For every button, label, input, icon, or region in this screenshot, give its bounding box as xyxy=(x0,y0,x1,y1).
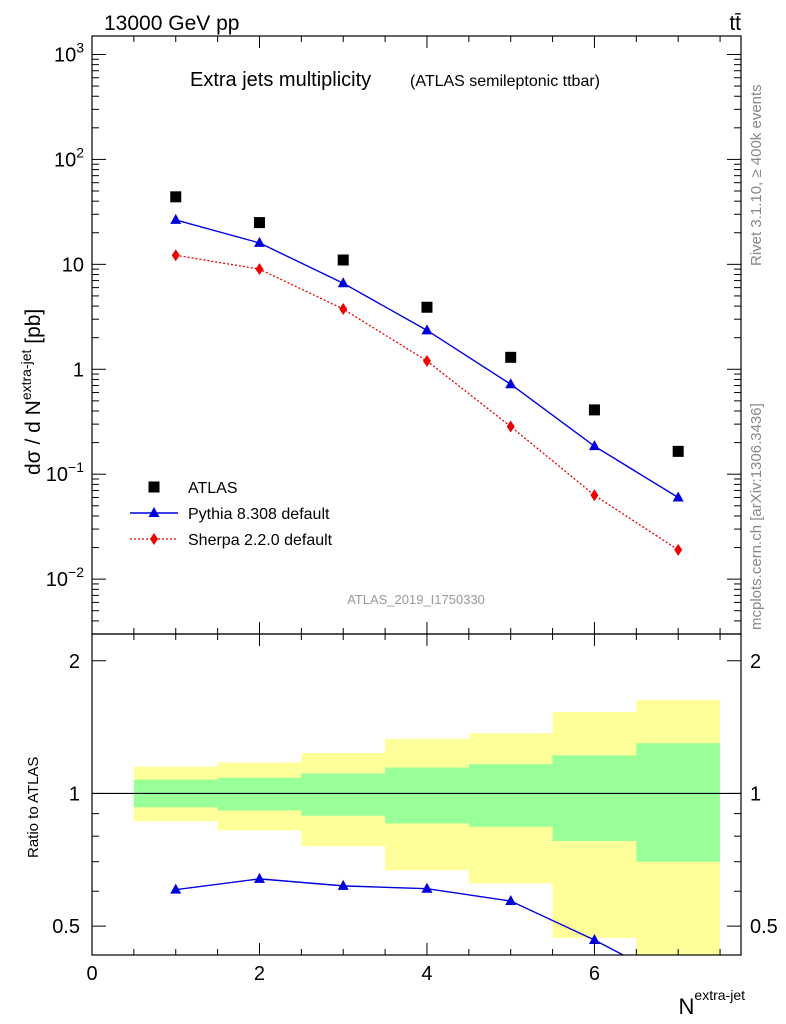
sherpa-marker xyxy=(674,543,683,556)
atlas-marker xyxy=(421,301,433,313)
pythia-marker xyxy=(588,440,600,451)
x-tick-label: 6 xyxy=(589,963,600,985)
svg-text:Nextra-jet: Nextra-jet xyxy=(679,987,746,1019)
ratio-y-tick-label: 1 xyxy=(69,783,80,805)
band-inner xyxy=(301,773,386,816)
main-y-axis-label: dσ / d Nextra-jet [pb] xyxy=(18,309,45,475)
main-title: Extra jets multiplicity xyxy=(190,69,371,91)
analysis-tag: ATLAS_2019_I1750330 xyxy=(347,592,485,607)
legend-sherpa-marker xyxy=(150,533,158,545)
x-tick-label: 0 xyxy=(86,963,97,985)
x-tick-label: 4 xyxy=(421,963,432,985)
sherpa-marker xyxy=(590,489,599,502)
atlas-marker xyxy=(505,351,517,363)
legend: ATLAS Pythia 8.308 default Sherpa 2.2.0 de… xyxy=(130,480,333,549)
ratio-series xyxy=(170,872,624,956)
sherpa-marker xyxy=(422,354,431,367)
atlas-marker xyxy=(672,445,684,457)
svg-text:dσ / d Nextra-jet [pb]: dσ / d Nextra-jet [pb] xyxy=(18,309,45,475)
ratio-pythia-marker xyxy=(170,883,182,894)
ratio-y-tick-label-right: 2 xyxy=(750,651,761,673)
band-inner xyxy=(385,767,469,824)
x-axis-label: Nextra-jet xyxy=(679,987,746,1019)
y-tick-label: 10 xyxy=(62,254,84,276)
legend-pythia-marker xyxy=(148,507,160,517)
sherpa-marker xyxy=(171,249,180,262)
process-label: tt̄ xyxy=(729,12,741,35)
legend-label: ATLAS xyxy=(188,480,238,497)
band-inner xyxy=(217,777,302,811)
ratio-y-tick-label: 0.5 xyxy=(52,916,80,938)
x-tick-labels: 0 2 4 6 xyxy=(86,963,600,985)
main-series xyxy=(170,191,684,556)
ratio-pythia-marker xyxy=(505,895,517,906)
ratio-y-tick-label-right: 1 xyxy=(750,783,761,805)
pythia-marker xyxy=(672,491,684,502)
ratio-pythia-marker xyxy=(337,879,349,890)
y-tick-label: 102 xyxy=(54,144,84,171)
mcplots-label: mcplots.cern.ch [arXiv:1306.3436] xyxy=(748,403,765,630)
rivet-version-label: Rivet 3.1.10, ≥ 400k events xyxy=(748,84,765,266)
sherpa-marker xyxy=(506,420,515,433)
ratio-uncertainty-bands xyxy=(92,699,741,955)
pythia-marker xyxy=(337,277,349,288)
ratio-y-tick-label: 2 xyxy=(69,651,80,673)
atlas-marker xyxy=(170,191,182,203)
ratio-pythia-marker xyxy=(253,872,265,883)
ratio-y-tick-labels: 0.5 0.5 1 1 2 2 xyxy=(52,651,778,938)
band-inner xyxy=(468,764,553,827)
y-tick-label: 10−2 xyxy=(46,564,84,591)
legend-label: Pythia 8.308 default xyxy=(188,506,330,523)
pythia-marker xyxy=(253,236,265,247)
y-tick-label: 10−1 xyxy=(46,459,84,486)
legend-label: Sherpa 2.2.0 default xyxy=(188,532,333,549)
pythia-marker xyxy=(421,324,433,335)
band-inner xyxy=(552,755,637,842)
atlas-marker xyxy=(337,254,349,266)
ratio-pythia-marker xyxy=(421,882,433,893)
ratio-pythia-marker xyxy=(588,934,600,945)
main-panel: Extra jets multiplicity (ATLAS semilepto… xyxy=(18,35,742,635)
sherpa-marker xyxy=(339,303,348,316)
ratio-y-tick-label-right: 0.5 xyxy=(750,916,778,938)
sherpa-marker xyxy=(255,263,264,276)
ratio-axis-ticks xyxy=(91,633,742,956)
ratio-frame xyxy=(91,633,742,956)
ratio-y-axis-label: Ratio to ATLAS xyxy=(25,757,42,858)
main-subtitle: (ATLAS semileptonic ttbar) xyxy=(410,73,600,90)
pythia-marker xyxy=(170,213,182,224)
y-tick-label: 103 xyxy=(54,39,84,66)
legend-atlas-marker xyxy=(148,481,160,493)
energy-label: 13000 GeV pp xyxy=(104,12,239,35)
pythia-marker xyxy=(505,378,517,389)
band-inner xyxy=(636,743,721,862)
ratio-panel: 0.5 0.5 1 1 2 2 Ratio to ATLAS 0 2 4 6 Nextra-je… xyxy=(25,633,778,1019)
atlas-marker xyxy=(253,217,265,229)
y-tick-label: 1 xyxy=(73,359,84,381)
atlas-marker xyxy=(588,404,600,416)
x-tick-label: 2 xyxy=(254,963,265,985)
